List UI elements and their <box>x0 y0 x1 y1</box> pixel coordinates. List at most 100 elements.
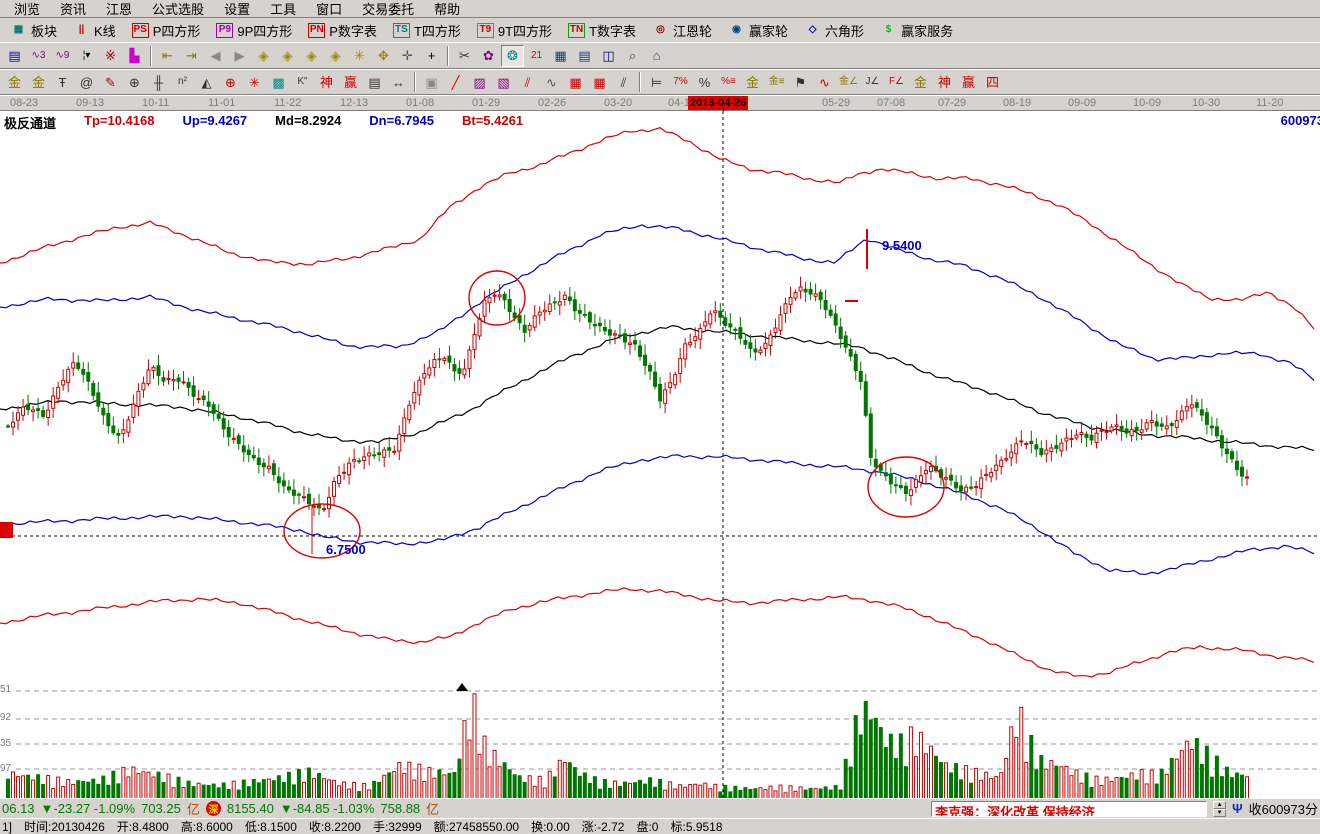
chart-area[interactable]: 极反通道 Tp=10.4168 Up=9.4267 Md=8.2924 Dn=6.79… <box>0 111 1320 798</box>
ying-angle-icon[interactable]: 赢 <box>961 74 975 90</box>
cut-icon[interactable]: ✂ <box>459 48 470 63</box>
shen-angle-icon[interactable]: 神 <box>937 74 951 90</box>
menu-item-1[interactable]: 资讯 <box>60 2 87 17</box>
fan-lines-icon[interactable]: ╱ <box>451 74 460 90</box>
first-bar-icon[interactable]: ⇤ <box>162 48 173 63</box>
chart-search-icon[interactable]: ⌕ <box>628 48 637 63</box>
crosshair-icon[interactable]: + <box>427 48 436 63</box>
wave-red-icon[interactable]: ∿ <box>819 74 830 90</box>
fan-small-icon[interactable]: ⫽ <box>524 74 531 90</box>
fan-box-icon[interactable]: ▨ <box>473 74 486 90</box>
gold-pen-icon[interactable]: 金 <box>913 74 927 90</box>
gold-angle-icon[interactable]: 金∠ <box>839 76 858 87</box>
box-select-icon[interactable]: ▣ <box>425 74 438 90</box>
blocks-button[interactable]: ▦ 板块 <box>4 19 63 42</box>
brush-icon[interactable]: ✎ <box>105 74 116 90</box>
grid-red2-icon[interactable]: ▦ <box>593 74 606 90</box>
gann-wheel-button[interactable]: ◎ 江恩轮 <box>646 19 718 42</box>
prev-bar-icon[interactable]: ◀ <box>210 48 221 63</box>
wave-3-icon[interactable]: ∿3 <box>31 49 46 61</box>
magic-tool-icon[interactable]: ✿ <box>483 48 494 63</box>
flag-pen-icon[interactable]: ⚑ <box>794 74 807 90</box>
gold-lines-icon[interactable]: 金≡ <box>768 76 785 87</box>
target-icon[interactable]: ⊕ <box>225 74 236 90</box>
ruler-123-icon[interactable]: ▤ <box>368 74 381 90</box>
diamond-shrink-icon[interactable]: ◈ <box>330 48 341 63</box>
menu-item-7[interactable]: 交易委托 <box>362 2 415 17</box>
parallel-icon[interactable]: ⫽ <box>620 74 627 90</box>
spinner-up-icon[interactable]: ▲ <box>1213 800 1227 809</box>
notes-icon[interactable]: ▤ <box>578 48 591 63</box>
pan-hand-icon[interactable]: ✛ <box>402 48 413 63</box>
diamond-all-icon[interactable]: ✥ <box>378 48 389 63</box>
si-angle-icon[interactable]: 四 <box>985 74 999 90</box>
diamond-expand-icon[interactable]: ◈ <box>306 48 317 63</box>
f-ruler-icon[interactable]: Ŧ <box>58 74 67 90</box>
spinner-down-icon[interactable]: ▼ <box>1213 808 1227 817</box>
candle-type-icon[interactable]: ¦▾ <box>82 49 91 61</box>
last-bar-icon[interactable]: ⇥ <box>186 48 197 63</box>
gann-tool-icon[interactable]: ※ <box>105 48 116 63</box>
menu-item-8[interactable]: 帮助 <box>434 2 461 17</box>
wave-9-icon[interactable]: ∿9 <box>55 49 70 61</box>
date-axis[interactable]: 08-23 09-13 10-11 11-01 11-22 12-13 01-08 01-29… <box>0 95 1320 112</box>
calculator-icon[interactable]: ▦ <box>554 48 567 63</box>
diamond-left-icon[interactable]: ◈ <box>258 48 269 63</box>
ruler-icon[interactable]: ╫ <box>153 74 164 90</box>
info-form-icon[interactable]: ▤ <box>8 48 21 63</box>
save-icon[interactable]: ◫ <box>602 48 615 63</box>
width-measure-icon[interactable]: ↔ <box>392 74 405 90</box>
pc-export-icon[interactable]: ⌂ <box>652 48 661 63</box>
t-square-button[interactable]: TS T四方形 <box>387 19 467 42</box>
gold-circle-icon[interactable]: 金 <box>745 74 759 90</box>
k-quote-icon[interactable]: K" <box>297 76 308 87</box>
menu-item-4[interactable]: 设置 <box>224 2 251 17</box>
p-square-button[interactable]: PS P四方形 <box>126 19 207 42</box>
web-box-icon[interactable]: ▩ <box>272 74 285 90</box>
web-icon[interactable]: ✳ <box>249 74 260 90</box>
shen-icon[interactable]: 神 <box>319 74 333 90</box>
next-bar-icon[interactable]: ▶ <box>234 48 245 63</box>
gold-gate-up-icon[interactable]: 金 <box>7 74 21 90</box>
news-ticker[interactable]: 李克强：深化改革 保持经济 <box>931 800 1208 817</box>
9p-square-button[interactable]: P9 9P四方形 <box>210 19 298 42</box>
color-histogram-icon[interactable]: ▙ <box>129 48 140 63</box>
menu-item-2[interactable]: 江恩 <box>106 2 133 17</box>
fan-dense-icon[interactable]: ▧ <box>497 74 510 90</box>
wave-v-icon[interactable]: ∿ <box>546 74 557 90</box>
gann-brain-icon[interactable]: ❂ <box>501 44 524 67</box>
hexagon-button[interactable]: ◇ 六角形 <box>798 19 870 42</box>
menu-item-6[interactable]: 窗口 <box>316 2 343 17</box>
gann-circle-icon[interactable]: ⊕ <box>129 74 140 90</box>
gold-gate-dn-icon[interactable]: 金 <box>31 74 45 90</box>
diamond-right-icon[interactable]: ◈ <box>282 48 293 63</box>
angle-mirror-icon[interactable]: ◭ <box>201 74 212 90</box>
percent-icon[interactable]: % <box>698 74 711 90</box>
t-table-button[interactable]: TN T数字表 <box>562 19 642 42</box>
grid-red-icon[interactable]: ▦ <box>569 74 582 90</box>
kline-button[interactable]: || K线 <box>67 19 122 42</box>
spiral-icon[interactable]: @ <box>79 74 94 90</box>
bar-scale-icon[interactable]: ⊨ <box>650 74 663 90</box>
winner-service-button[interactable]: $ 赢家服务 <box>874 19 959 42</box>
9t-square-button[interactable]: T9 9T四方形 <box>471 19 558 42</box>
date-tick-05-29: 05-29 <box>822 97 851 109</box>
percent-lines-icon[interactable]: %≡ <box>721 76 736 87</box>
menu-item-0[interactable]: 浏览 <box>14 2 41 17</box>
calendar-21-icon[interactable]: 21 <box>530 49 543 61</box>
ticker-spinner[interactable]: ▲ ▼ <box>1213 800 1227 817</box>
menu-item-5[interactable]: 工具 <box>270 2 297 17</box>
percent7-icon[interactable]: 7% <box>673 76 688 87</box>
volume-axis-label-92: 92 <box>0 712 12 723</box>
n2-icon[interactable]: n² <box>178 76 187 87</box>
j-angle-icon[interactable]: J∠ <box>865 76 880 87</box>
p-table-button[interactable]: PN P数字表 <box>302 19 383 42</box>
date-tick-03-20: 03-20 <box>604 97 633 109</box>
f-angle-icon[interactable]: F∠ <box>888 76 905 87</box>
9t-square-label: 9T四方形 <box>497 23 553 39</box>
winner-wheel-button[interactable]: ◉ 赢家轮 <box>722 19 794 42</box>
diamond-star-icon[interactable]: ✳ <box>354 48 365 63</box>
menu-item-3[interactable]: 公式选股 <box>152 2 205 17</box>
ying-icon[interactable]: 赢 <box>343 74 357 90</box>
price-volume-chart[interactable]: 9.5400 6.7500 <box>0 111 1320 798</box>
